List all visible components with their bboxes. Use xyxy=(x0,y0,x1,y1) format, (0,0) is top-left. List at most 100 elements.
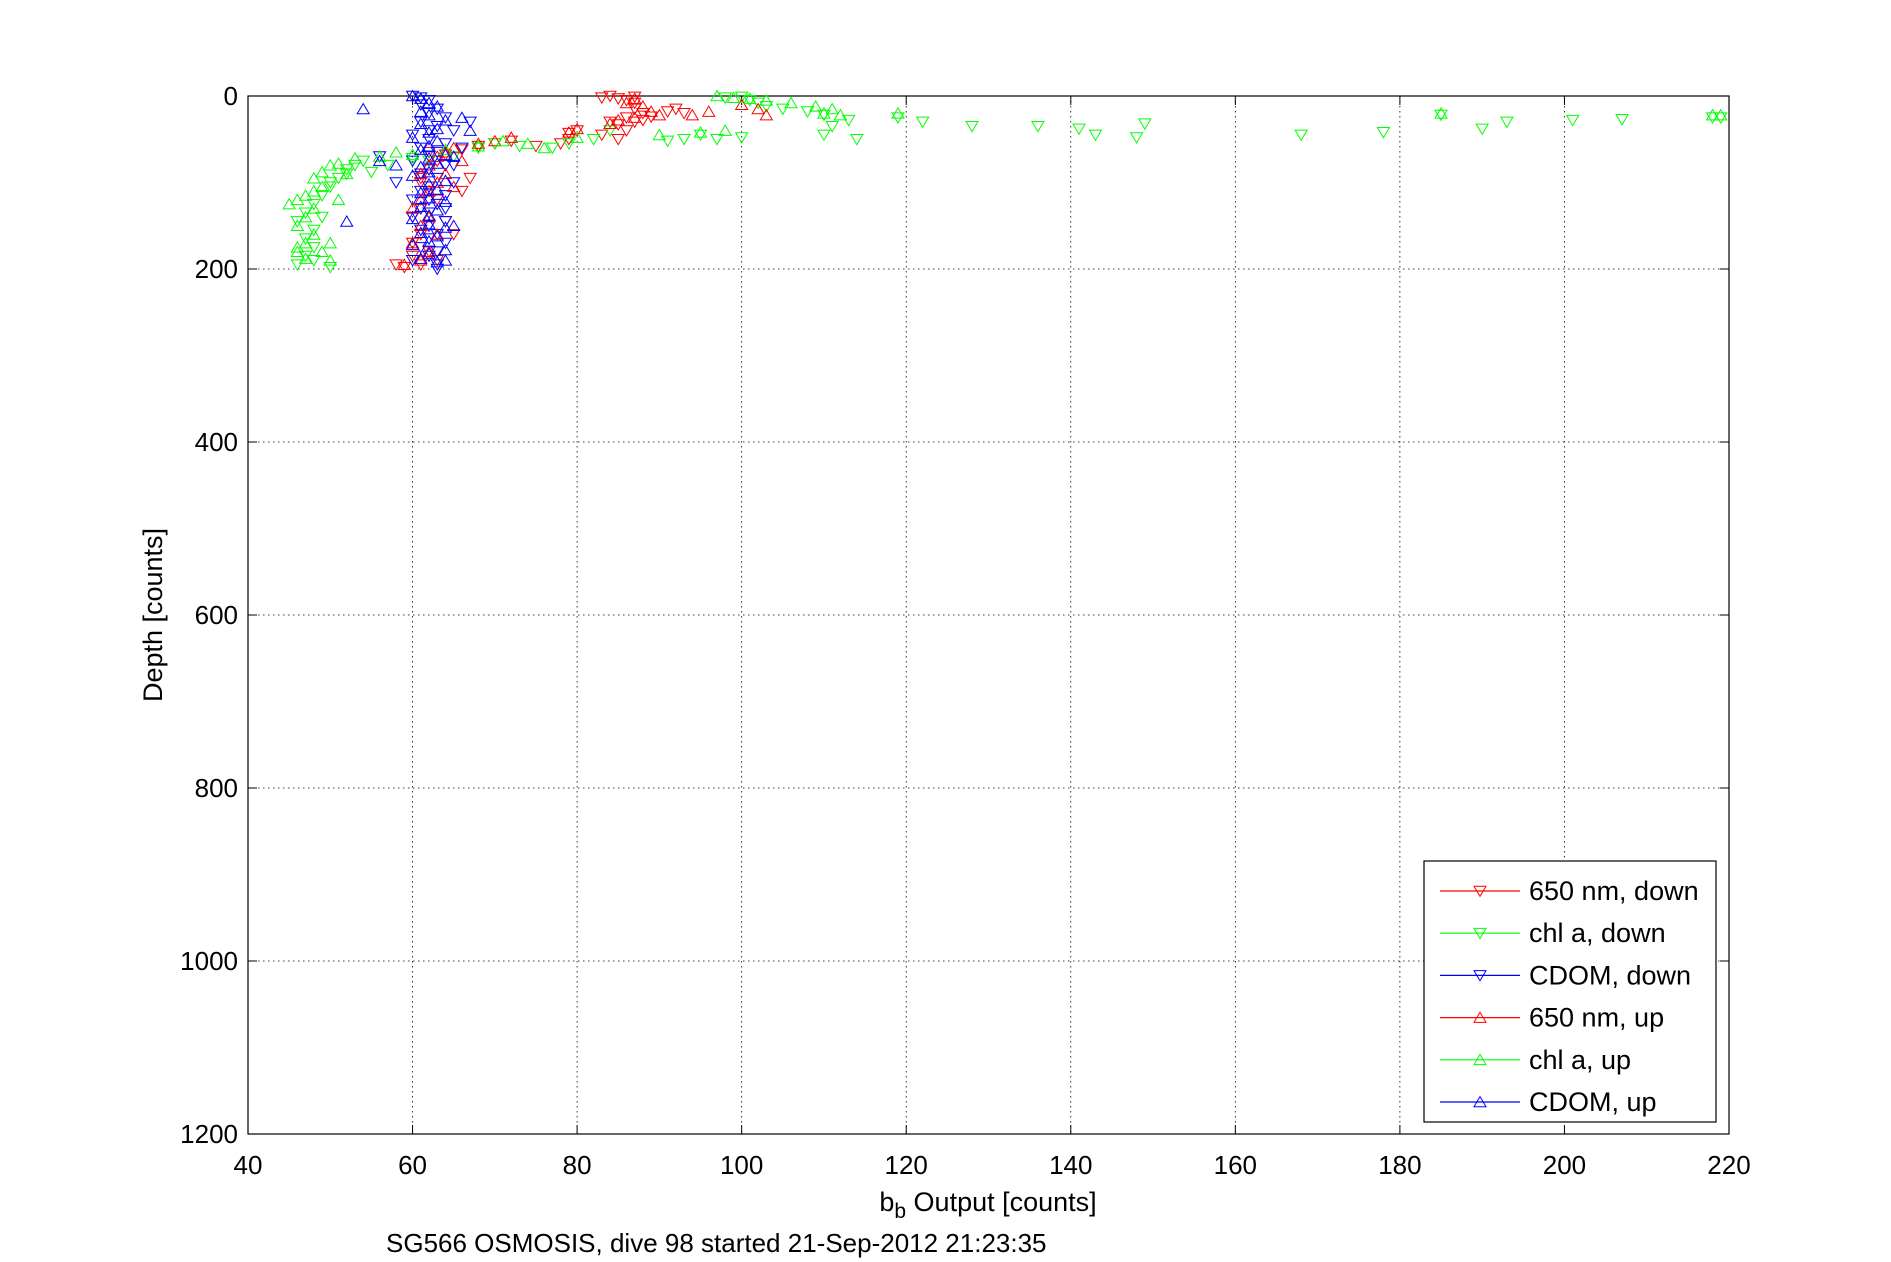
data-point xyxy=(446,229,461,241)
data-point xyxy=(422,184,436,197)
data-point xyxy=(438,113,453,126)
legend-marker xyxy=(1473,1053,1487,1066)
data-point xyxy=(1499,116,1514,129)
data-point xyxy=(710,89,724,102)
data-point xyxy=(430,157,445,169)
data-point xyxy=(553,138,568,150)
data-point xyxy=(413,226,428,238)
data-point xyxy=(520,137,535,149)
data-point xyxy=(348,151,362,164)
data-point xyxy=(817,109,831,122)
data-point xyxy=(413,99,428,112)
data-point xyxy=(315,245,329,257)
data-point xyxy=(339,215,354,227)
data-point xyxy=(405,129,420,142)
data-point xyxy=(627,92,642,104)
data-point xyxy=(397,258,412,270)
data-point xyxy=(413,253,428,266)
legend-item: chl a, down xyxy=(1440,918,1666,948)
data-point xyxy=(570,122,584,135)
data-point xyxy=(405,211,420,224)
data-point xyxy=(422,96,436,109)
data-point xyxy=(570,125,584,137)
data-point xyxy=(372,154,387,167)
data-point xyxy=(1713,112,1728,125)
data-point xyxy=(306,228,321,240)
data-point xyxy=(405,194,420,207)
data-point xyxy=(825,102,840,115)
data-point xyxy=(438,112,453,125)
x-tick-label: 80 xyxy=(563,1150,592,1180)
data-point xyxy=(430,228,445,240)
data-point xyxy=(430,263,445,276)
data-point xyxy=(1072,123,1086,136)
data-point xyxy=(405,152,420,165)
legend-label: CDOM, up xyxy=(1529,1087,1657,1117)
x-axis-ticks: 40 60 80 100 120 140 160 180 200 220 xyxy=(234,96,1751,1180)
data-point xyxy=(405,255,420,267)
data-point xyxy=(743,92,757,104)
x-tick-label: 120 xyxy=(885,1150,928,1180)
data-point xyxy=(422,208,436,221)
data-point xyxy=(315,180,329,193)
data-point xyxy=(603,117,617,129)
data-point xyxy=(726,91,741,104)
data-point xyxy=(405,169,420,181)
data-point xyxy=(594,92,609,105)
data-point xyxy=(298,252,313,264)
legend-box xyxy=(1423,860,1717,1123)
data-point xyxy=(413,186,428,199)
data-point xyxy=(446,219,461,232)
data-point xyxy=(685,108,700,121)
data-point xyxy=(422,247,436,259)
data-point xyxy=(1705,112,1720,125)
data-point xyxy=(430,150,445,162)
data-point xyxy=(693,125,708,138)
data-point xyxy=(405,155,420,168)
data-point xyxy=(701,105,716,117)
data-point xyxy=(413,116,428,129)
data-point xyxy=(422,125,436,138)
series-chl-a-up xyxy=(282,89,1728,266)
data-point xyxy=(290,193,305,206)
data-point xyxy=(405,238,420,251)
data-point xyxy=(594,129,609,142)
data-point xyxy=(545,142,560,155)
data-point xyxy=(743,95,757,107)
data-point xyxy=(413,252,428,264)
data-point xyxy=(1376,127,1391,139)
data-point xyxy=(356,155,371,168)
data-point xyxy=(446,177,461,189)
data-point xyxy=(611,93,626,105)
series-chl-a-down xyxy=(290,91,1728,274)
data-point xyxy=(430,194,445,207)
data-point xyxy=(1434,106,1448,119)
data-point xyxy=(422,245,436,257)
data-point xyxy=(562,138,576,150)
data-point xyxy=(405,89,420,102)
data-point xyxy=(306,171,321,184)
data-point xyxy=(438,143,453,155)
data-point xyxy=(438,253,453,266)
x-tick-label: 100 xyxy=(720,1150,763,1180)
data-point xyxy=(323,253,338,266)
data-point xyxy=(751,102,765,115)
legend-item: chl a, up xyxy=(1440,1045,1631,1075)
data-point xyxy=(677,108,691,120)
data-point xyxy=(331,157,346,169)
x-tick-label: 140 xyxy=(1049,1150,1092,1180)
data-point xyxy=(1088,129,1103,142)
data-point xyxy=(290,240,305,253)
data-point xyxy=(1137,118,1152,131)
data-point xyxy=(603,116,617,129)
y-tick-label: 1000 xyxy=(180,946,238,976)
data-point xyxy=(833,108,848,121)
data-point xyxy=(422,234,436,247)
data-point xyxy=(438,167,453,180)
data-point xyxy=(306,184,321,197)
data-point xyxy=(644,111,659,124)
data-point xyxy=(315,211,329,224)
data-point xyxy=(413,143,428,155)
data-point xyxy=(487,138,502,150)
